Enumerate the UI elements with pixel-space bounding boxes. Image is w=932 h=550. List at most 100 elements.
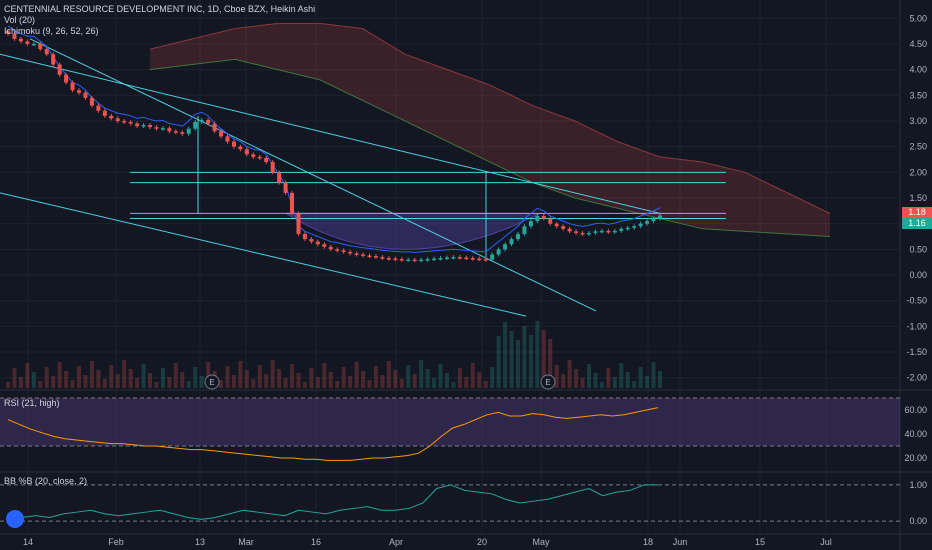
volume-bar — [464, 377, 469, 388]
earnings-event-icon — [540, 374, 556, 390]
volume-bar — [425, 369, 430, 388]
candle — [438, 258, 443, 260]
tradingview-logo-icon[interactable] — [6, 510, 24, 528]
y-tick-label: 4.50 — [909, 39, 927, 49]
candle — [173, 131, 178, 133]
rsi-label[interactable]: RSI (21, high) — [4, 398, 60, 408]
volume-bar — [154, 382, 159, 388]
bb-label[interactable]: BB %B (20, close, 2) — [4, 476, 88, 486]
candle — [399, 259, 404, 261]
candle — [554, 223, 559, 227]
y-tick-label: 0.50 — [909, 244, 927, 254]
rsi-tick-label: 60.00 — [904, 405, 927, 415]
rsi-tick-label: 20.00 — [904, 453, 927, 463]
volume-bar — [470, 363, 475, 388]
candle — [154, 127, 159, 129]
candle — [361, 254, 366, 256]
volume-bar — [509, 331, 514, 388]
volume-bar — [309, 368, 314, 388]
candle — [102, 110, 107, 116]
volume-bar — [528, 335, 533, 388]
x-tick-label: 18 — [643, 537, 653, 547]
candle — [44, 49, 49, 55]
rsi-band — [0, 398, 900, 446]
x-tick-label: 16 — [311, 537, 321, 547]
volume-bar — [18, 377, 23, 388]
volume-bar — [535, 321, 540, 388]
candle — [586, 232, 591, 235]
candle — [206, 119, 211, 124]
ichimoku-span-a — [149, 22, 831, 214]
volume-bar — [109, 365, 114, 388]
volume-bar — [438, 364, 443, 388]
x-tick-label: 15 — [755, 537, 765, 547]
y-tick-label: 4.00 — [909, 65, 927, 75]
volume-bar — [561, 374, 566, 388]
candle — [548, 218, 553, 224]
earnings-event-icon — [204, 374, 220, 390]
candle — [444, 257, 449, 260]
candle — [31, 43, 36, 46]
volume-bar — [57, 362, 62, 388]
candle — [393, 258, 398, 261]
x-tick-label: Apr — [389, 537, 403, 547]
candle — [386, 258, 391, 260]
candle — [612, 230, 617, 233]
candle — [638, 223, 643, 227]
candle — [89, 97, 94, 106]
x-tick-label: Mar — [238, 537, 254, 547]
volume-bar — [70, 380, 75, 388]
volume-bar — [83, 375, 88, 388]
candle — [503, 244, 508, 250]
volume-bar — [206, 362, 211, 388]
candle — [83, 92, 88, 98]
candle — [522, 226, 527, 234]
volume-bar — [6, 382, 10, 388]
volume-bar — [264, 374, 269, 388]
trendline — [29, 38, 597, 312]
candle — [148, 125, 153, 128]
volume-bar — [380, 375, 385, 388]
candle — [451, 257, 456, 259]
ichimoku-label[interactable]: Ichimoku (9, 26, 52, 26) — [4, 26, 99, 36]
candle — [419, 259, 424, 262]
candle — [135, 123, 140, 127]
volume-bar — [399, 379, 404, 388]
volume-label[interactable]: Vol (20) — [4, 15, 36, 25]
volume-bar — [658, 371, 662, 388]
y-tick-label: -0.50 — [906, 296, 927, 306]
volume-bar — [219, 380, 224, 388]
candle — [528, 221, 533, 227]
volume-bar — [89, 361, 94, 388]
volume-bar — [296, 373, 301, 388]
volume-bar — [406, 365, 411, 388]
volume-bar — [38, 381, 43, 388]
candle — [57, 64, 62, 75]
candle — [160, 128, 165, 130]
symbol-title[interactable]: CENTENNIAL RESOURCE DEVELOPMENT INC, 1D,… — [4, 4, 316, 14]
volume-bar — [554, 365, 559, 388]
candle — [231, 141, 236, 147]
volume-bar — [51, 376, 56, 388]
candle — [277, 172, 282, 183]
x-tick-label: 13 — [195, 537, 205, 547]
candle — [515, 233, 520, 240]
candle — [561, 226, 566, 229]
candle — [341, 250, 346, 252]
volume-bar — [141, 364, 146, 388]
volume-bar — [315, 377, 320, 388]
volume-bar — [322, 363, 327, 388]
volume-bar — [412, 374, 417, 388]
volume-bar — [122, 360, 127, 388]
volume-bar — [451, 382, 456, 388]
candle — [328, 246, 333, 250]
volume-bar — [277, 369, 282, 388]
y-tick-label: 2.00 — [909, 167, 927, 177]
volume-bar — [283, 378, 288, 388]
candle — [496, 249, 501, 255]
candle — [535, 215, 540, 222]
candle — [25, 41, 30, 44]
bb-legend: BB %B (20, close, 2) — [4, 476, 87, 487]
volume-bar — [193, 367, 198, 388]
